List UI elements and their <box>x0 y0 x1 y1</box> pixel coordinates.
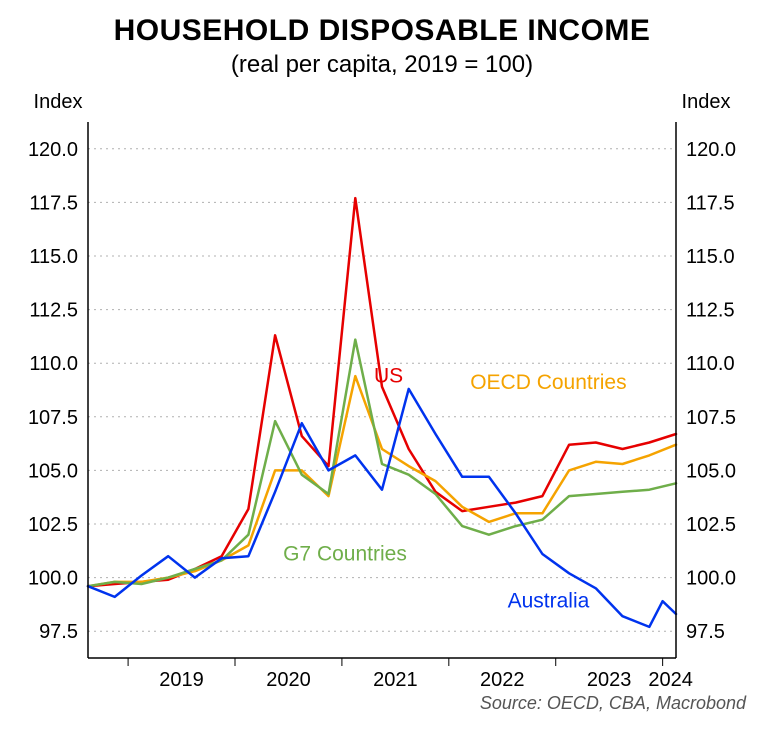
chart-container: HOUSEHOLD DISPOSABLE INCOME (real per cap… <box>0 0 764 737</box>
y-tick-left: 102.5 <box>28 514 78 536</box>
y-tick-left: 110.0 <box>29 353 78 375</box>
x-tick-label: 2021 <box>373 669 418 691</box>
y-tick-right: 120.0 <box>686 139 736 161</box>
chart-subtitle: (real per capita, 2019 = 100) <box>231 51 533 78</box>
y-tick-left: 112.5 <box>29 300 78 322</box>
y-tick-right: 112.5 <box>686 300 735 322</box>
y-axis-title-right: Index <box>682 91 731 113</box>
y-tick-right: 115.0 <box>686 246 735 268</box>
y-tick-left: 115.0 <box>29 246 78 268</box>
y-tick-left: 107.5 <box>28 407 78 429</box>
y-tick-left: 117.5 <box>29 192 78 214</box>
y-tick-left: 120.0 <box>28 139 78 161</box>
y-tick-right: 100.0 <box>686 568 736 590</box>
y-tick-right: 105.0 <box>686 460 736 482</box>
x-tick-label: 2024 <box>648 669 693 691</box>
series-label-us: US <box>374 364 403 387</box>
y-tick-right: 102.5 <box>686 514 736 536</box>
x-tick-label: 2023 <box>587 669 632 691</box>
series-label-australia: Australia <box>508 590 590 613</box>
x-tick-label: 2020 <box>266 669 311 691</box>
y-tick-right: 117.5 <box>686 192 735 214</box>
series-label-oecd-countries: OECD Countries <box>470 371 626 394</box>
y-tick-left: 97.5 <box>39 621 78 643</box>
chart-source: Source: OECD, CBA, Macrobond <box>480 693 747 713</box>
y-tick-right: 107.5 <box>686 407 736 429</box>
line-chart: HOUSEHOLD DISPOSABLE INCOME (real per cap… <box>0 0 764 737</box>
y-tick-right: 110.0 <box>686 353 735 375</box>
series-label-g7-countries: G7 Countries <box>283 542 407 565</box>
y-tick-left: 100.0 <box>28 568 78 590</box>
y-tick-left: 105.0 <box>28 460 78 482</box>
x-tick-label: 2022 <box>480 669 525 691</box>
x-tick-label: 2019 <box>159 669 204 691</box>
y-tick-right: 97.5 <box>686 621 725 643</box>
chart-title: HOUSEHOLD DISPOSABLE INCOME <box>114 14 651 47</box>
y-axis-title-left: Index <box>34 91 83 113</box>
